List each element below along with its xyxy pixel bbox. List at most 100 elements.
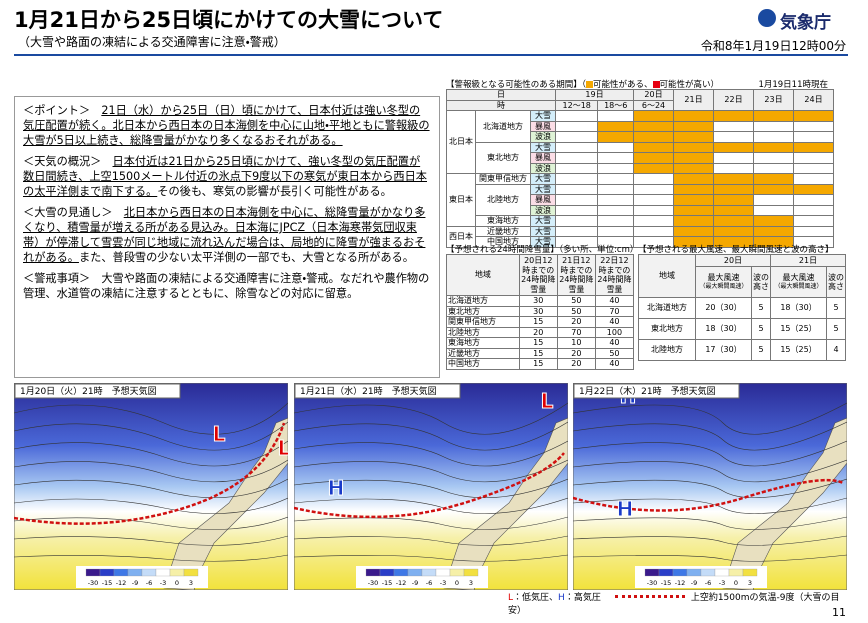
isobar — [14, 402, 288, 435]
isobar — [573, 554, 847, 562]
colorbar-swatch — [644, 568, 660, 577]
level-cell — [793, 194, 834, 206]
snow-row: 近畿地方 15 20 50 — [446, 347, 635, 359]
level-cell — [633, 173, 674, 185]
level-cell — [673, 131, 714, 143]
snow-value: 30 — [518, 305, 558, 317]
region: 北陸地方 — [638, 339, 696, 361]
agency: 気象庁 — [780, 13, 831, 33]
low-symbol: L — [508, 593, 514, 603]
pressure-symbol: L — [278, 436, 288, 460]
level-cell — [713, 173, 754, 185]
element: 大雪 — [530, 141, 556, 153]
group: 西日本 — [446, 225, 476, 248]
snow-value: 100 — [594, 326, 635, 338]
level-cell — [633, 183, 674, 195]
level-cell — [673, 225, 714, 237]
level-cell — [554, 152, 599, 164]
level-cell — [597, 131, 634, 143]
wind-value: 5 — [751, 339, 771, 361]
colorbar-swatch — [700, 568, 716, 577]
level-cell — [633, 141, 674, 153]
element: 波浪 — [530, 204, 556, 216]
isobar — [14, 478, 288, 498]
gust-label: （最大瞬間風速） — [774, 283, 823, 290]
colorbar-swatch — [365, 568, 381, 577]
paragraph-text: 大雪や路面の凍結による交通障害に注意・警戒。なだれや農作物の管理、水道管の凍結に… — [23, 272, 430, 300]
isobar — [294, 459, 568, 483]
land — [163, 417, 288, 590]
level-cell — [633, 110, 674, 122]
level-cell — [753, 225, 794, 237]
pressure-symbol: L — [541, 389, 554, 413]
element: 暴風 — [530, 152, 556, 164]
underlined-text: 日本付近は21日から25日頃にかけて、強い冬型の気圧配置が数日間続き、上空150… — [23, 155, 427, 198]
snow-value: 40 — [594, 316, 635, 328]
paragraph-head: ＜ポイント＞ — [23, 104, 91, 117]
level-cell — [633, 162, 674, 174]
level-cell — [793, 173, 834, 185]
district: 北海道地方 — [475, 110, 531, 143]
region: 近畿地方 — [446, 347, 520, 359]
level-cell — [753, 141, 794, 153]
day: 20日 — [633, 89, 674, 101]
level-cell — [554, 225, 599, 237]
day-label: 日 — [446, 89, 556, 101]
warning-table: 日 19日 20日 21日 22日 23日 24日時 12～18 18～6 6～24 北日本 北海道地… — [446, 89, 834, 248]
snow-title: 【予想される24時間降雪量】（多い所、単位:cm） — [446, 245, 639, 255]
level-cell — [597, 215, 634, 227]
level-cell — [633, 225, 674, 237]
colorbar-swatch — [672, 568, 688, 577]
colorbar-tick: -9 — [132, 579, 138, 587]
weather-map: HH1月22日（木）21時 予想天気図-30-15-12-9-6-303 — [573, 383, 847, 590]
level-cell — [753, 152, 794, 164]
snow-value: 15 — [518, 358, 558, 370]
caption-box — [294, 383, 461, 399]
warning-row: 東北地方 大雪 — [447, 141, 834, 174]
region-label: 地域 — [638, 254, 696, 298]
isobar — [294, 535, 568, 546]
level-cell — [633, 194, 674, 206]
map-caption: 1月20日（火）21時 予想天気図 — [20, 385, 157, 397]
level-cell — [554, 215, 599, 227]
warning-row: 北陸地方 大雪 — [447, 183, 834, 216]
caption-box — [14, 383, 181, 399]
subtitle: （大雪や路面の凍結による交通障害に注意・警戒） — [18, 35, 286, 49]
level-cell — [673, 110, 714, 122]
wind-value: 17（30） — [695, 339, 752, 361]
land — [722, 417, 847, 590]
minus9-line — [573, 478, 844, 512]
colorbar-swatch — [714, 568, 730, 577]
level-cell — [554, 173, 599, 185]
warning-row: 北日本 北海道地方 大雪 — [446, 110, 834, 174]
colorbar-swatch — [99, 568, 115, 577]
warning-row: 東日本 関東甲信地方 大雪 — [446, 173, 834, 227]
legend-text: 可能性が高い） — [659, 80, 720, 90]
colorbar-swatch — [742, 568, 758, 577]
colorbar-tick: 0 — [734, 579, 738, 587]
level-cell — [633, 131, 674, 143]
isobar — [14, 516, 288, 530]
column-header: 20日12時までの24時間降雪量 — [518, 254, 558, 296]
land — [443, 417, 568, 590]
level-cell — [554, 110, 599, 122]
warning-row: 暴風 — [447, 152, 834, 164]
wind-label: 最大風速 — [782, 272, 815, 282]
header-row: 地域 20日 21日 — [638, 254, 846, 298]
level-cell — [793, 225, 834, 237]
colorbar-tick: 3 — [469, 579, 473, 587]
warning-row: 波浪 — [447, 131, 834, 143]
date: 令和8年1月19日12時00分 — [700, 39, 846, 53]
colorbar-tick: -9 — [691, 579, 697, 587]
colorbar-swatch — [113, 568, 129, 577]
snow-value: 40 — [594, 337, 635, 349]
colorbar-swatch — [658, 568, 674, 577]
district: 東北地方 — [475, 141, 531, 174]
colorbar-swatch — [435, 568, 451, 577]
colorbar-swatch — [407, 568, 423, 577]
snow-value: 40 — [594, 358, 635, 370]
level-cell — [597, 183, 634, 195]
snow-value: 10 — [556, 337, 596, 349]
line-sample — [614, 595, 685, 598]
level-cell — [597, 225, 634, 237]
